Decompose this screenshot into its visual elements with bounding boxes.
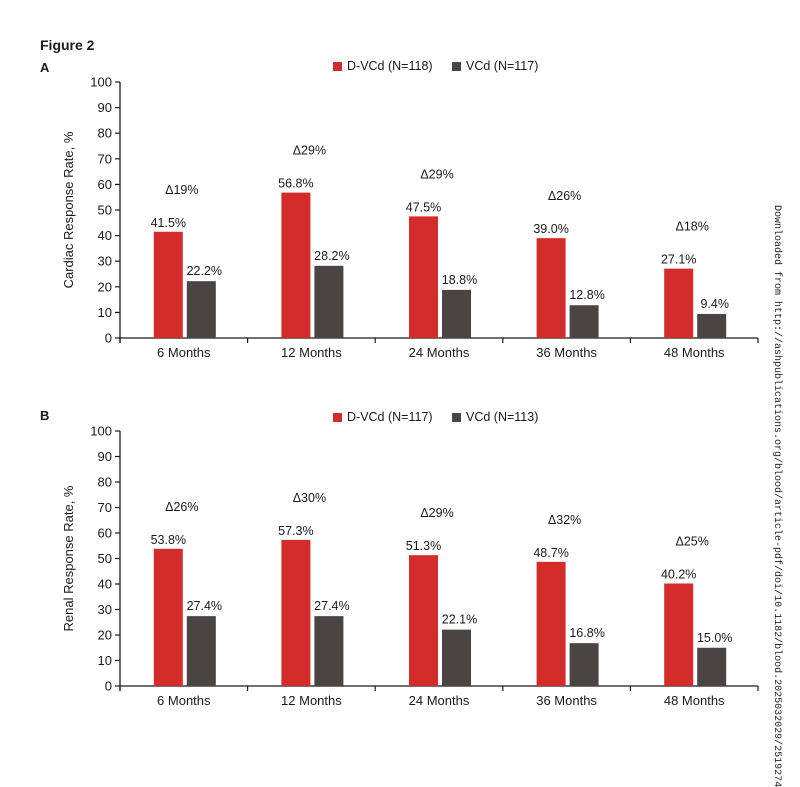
panel-b-data-label-d-vcd: 48.7% (533, 546, 568, 560)
panel-a-x-tick-label: 36 Months (536, 345, 597, 360)
panel-b-legend-swatch-2 (452, 413, 461, 422)
panel-b-x-tick-label: 6 Months (157, 693, 211, 708)
panel-b-data-label-d-vcd: 57.3% (278, 524, 313, 538)
panel-b-bar-d-vcd (664, 583, 694, 686)
panel-a-bar-d-vcd (281, 192, 311, 338)
panel-a-y-tick-label: 20 (98, 279, 112, 294)
panel-b-y-tick-label: 90 (98, 449, 112, 464)
panel-a-bar-vcd (442, 289, 471, 338)
panel-b-y-tick-label: 60 (98, 526, 112, 541)
panel-b-y-tick-label: 0 (105, 679, 112, 694)
panel-a-legend-swatch-1 (333, 62, 342, 71)
panel-b-y-tick-label: 20 (98, 628, 112, 643)
panel-b-delta-label: Δ30% (293, 491, 326, 505)
panel-b-y-tick-label: 80 (98, 475, 112, 490)
panel-a-bar-d-vcd (664, 268, 694, 338)
panel-a-bar-vcd (314, 265, 344, 338)
panel-b-delta-label: Δ25% (676, 534, 709, 548)
panel-a-y-tick-label: 100 (90, 75, 112, 90)
panel-b-data-label-vcd: 27.4% (187, 599, 222, 613)
panel-b-data-label-d-vcd: 40.2% (661, 567, 696, 581)
panel-a-bar-d-vcd (153, 231, 183, 338)
panel-b-y-tick-label: 30 (98, 602, 112, 617)
panel-letter-a: A (40, 60, 50, 75)
panel-a-y-tick-label: 50 (98, 203, 112, 218)
panel-b-x-tick-label: 36 Months (536, 693, 597, 708)
panel-a-bar-d-vcd (536, 238, 566, 338)
panel-a-y-tick-label: 40 (98, 228, 112, 243)
panel-a-data-label-d-vcd: 39.0% (533, 222, 568, 236)
panel-a-bar-vcd (569, 305, 599, 338)
panel-a-x-tick-label: 24 Months (409, 345, 470, 360)
panel-a-x-tick-label: 12 Months (281, 345, 342, 360)
panel-b-y-tick-label: 100 (90, 424, 112, 439)
panel-b-y-axis-title: Renal Response Rate, % (61, 485, 76, 631)
panel-b-bar-vcd (314, 616, 344, 686)
panel-a-delta-label: Δ29% (293, 144, 326, 158)
panel-a-y-tick-label: 70 (98, 151, 112, 166)
panel-a-y-axis-title: Cardiac Response Rate, % (61, 131, 76, 288)
panel-a-delta-label: Δ18% (676, 220, 709, 234)
panel-b-legend-label-1: D-VCd (N=117) (347, 410, 433, 424)
panel-a-y-tick-label: 60 (98, 177, 112, 192)
panel-a-legend-swatch-2 (452, 62, 461, 71)
panel-b-bar-d-vcd (536, 561, 566, 686)
panel-b-x-tick-label: 24 Months (409, 693, 470, 708)
panel-a-y-tick-label: 90 (98, 100, 112, 115)
panel-a-data-label-d-vcd: 47.5% (406, 200, 441, 214)
panel-a-x-tick-label: 6 Months (157, 345, 211, 360)
panel-b-delta-label: Δ32% (548, 513, 581, 527)
panel-b-x-tick-label: 48 Months (664, 693, 725, 708)
panel-b-data-label-d-vcd: 51.3% (406, 539, 441, 553)
panel-a-data-label-vcd: 9.4% (700, 297, 729, 311)
panel-b-delta-label: Δ26% (165, 500, 198, 514)
panel-a-y-tick-label: 0 (105, 331, 112, 346)
panel-b-y-tick-label: 50 (98, 551, 112, 566)
panel-b-y-tick-label: 70 (98, 500, 112, 515)
panel-b-bar-vcd (697, 647, 727, 686)
figure-title: Figure 2 (40, 37, 95, 53)
panel-b-data-label-d-vcd: 53.8% (151, 533, 186, 547)
panel-b-legend-label-2: VCd (N=113) (466, 410, 538, 424)
panel-a-legend-label-2: VCd (N=117) (466, 59, 538, 73)
panel-b-y-tick-label: 10 (98, 653, 112, 668)
panel-a-bar-d-vcd (409, 216, 438, 338)
panel-a-legend-label-1: D-VCd (N=118) (347, 59, 433, 73)
panel-a-delta-label: Δ19% (165, 183, 198, 197)
panel-b-bar-vcd (442, 629, 471, 686)
panel-a-data-label-vcd: 28.2% (314, 249, 349, 263)
panel-a-data-label-d-vcd: 56.8% (278, 177, 313, 191)
panel-a-delta-label: Δ29% (420, 167, 453, 181)
panel-b-bar-d-vcd (153, 548, 183, 686)
panel-a-data-label-vcd: 12.8% (569, 288, 604, 302)
panel-a-bar-vcd (186, 281, 216, 338)
panel-a-data-label-d-vcd: 27.1% (661, 253, 696, 267)
panel-b-legend-swatch-1 (333, 413, 342, 422)
panel-b-data-label-vcd: 16.8% (569, 626, 604, 640)
download-watermark: Downloaded from http://ashpublications.o… (768, 205, 784, 787)
panel-a-data-label-vcd: 18.8% (442, 273, 477, 287)
panel-b-data-label-vcd: 15.0% (697, 631, 732, 645)
panel-b-bar-d-vcd (281, 539, 311, 686)
panel-a-y-tick-label: 10 (98, 305, 112, 320)
panel-a-delta-label: Δ26% (548, 189, 581, 203)
panel-b-data-label-vcd: 27.4% (314, 599, 349, 613)
download-watermark-text: Downloaded from http://ashpublications.o… (771, 205, 782, 787)
panel-b-bar-d-vcd (409, 555, 438, 686)
panel-a-x-tick-label: 48 Months (664, 345, 725, 360)
panel-b-data-label-vcd: 22.1% (442, 613, 477, 627)
response-rate-charts: D-VCd (N=118) VCd (N=117) 0 10 20 30 40 50 60 70 8… (61, 59, 759, 708)
panel-b-bar-vcd (186, 616, 216, 686)
panel-a-y-tick-label: 30 (98, 254, 112, 269)
panel-b-delta-label: Δ29% (420, 506, 453, 520)
panel-b-bar-vcd (569, 643, 599, 686)
panel-b-y-tick-label: 40 (98, 577, 112, 592)
panel-b-x-tick-label: 12 Months (281, 693, 342, 708)
panel-a-y-tick-label: 80 (98, 126, 112, 141)
panel-a-bar-vcd (697, 313, 727, 338)
panel-a-data-label-d-vcd: 41.5% (151, 216, 186, 230)
panel-a-data-label-vcd: 22.2% (187, 264, 222, 278)
panel-letter-b: B (40, 408, 50, 423)
